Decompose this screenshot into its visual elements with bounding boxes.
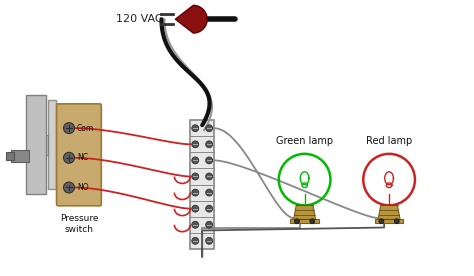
Polygon shape xyxy=(175,5,207,33)
Text: NC: NC xyxy=(77,153,88,162)
Circle shape xyxy=(192,141,199,148)
Circle shape xyxy=(206,221,213,228)
Bar xyxy=(11,150,29,162)
Polygon shape xyxy=(290,219,319,222)
Text: Green lamp: Green lamp xyxy=(276,136,333,146)
Circle shape xyxy=(192,157,199,164)
Circle shape xyxy=(206,125,213,132)
Circle shape xyxy=(379,219,384,224)
Circle shape xyxy=(206,173,213,180)
Circle shape xyxy=(64,123,74,134)
Circle shape xyxy=(192,221,199,228)
Circle shape xyxy=(206,157,213,164)
Circle shape xyxy=(192,173,199,180)
Circle shape xyxy=(192,237,199,244)
Bar xyxy=(46,135,48,155)
Text: Com: Com xyxy=(77,124,94,132)
Text: Red lamp: Red lamp xyxy=(366,136,412,146)
Polygon shape xyxy=(375,219,403,222)
Circle shape xyxy=(64,182,74,193)
Circle shape xyxy=(64,152,74,163)
Polygon shape xyxy=(378,205,400,219)
Text: 120 VAC: 120 VAC xyxy=(116,14,162,24)
Circle shape xyxy=(192,125,199,132)
Circle shape xyxy=(310,219,315,224)
Circle shape xyxy=(206,205,213,212)
Polygon shape xyxy=(293,205,316,219)
Bar xyxy=(48,100,56,190)
Circle shape xyxy=(192,189,199,196)
FancyBboxPatch shape xyxy=(56,104,101,206)
Circle shape xyxy=(192,205,199,212)
FancyBboxPatch shape xyxy=(190,120,214,249)
Circle shape xyxy=(206,141,213,148)
Bar xyxy=(6,152,14,160)
Circle shape xyxy=(294,219,300,224)
Circle shape xyxy=(206,189,213,196)
Text: Pressure
switch: Pressure switch xyxy=(60,214,98,233)
Text: NO: NO xyxy=(77,183,89,192)
Circle shape xyxy=(206,237,213,244)
Bar xyxy=(26,95,46,194)
Circle shape xyxy=(394,219,399,224)
